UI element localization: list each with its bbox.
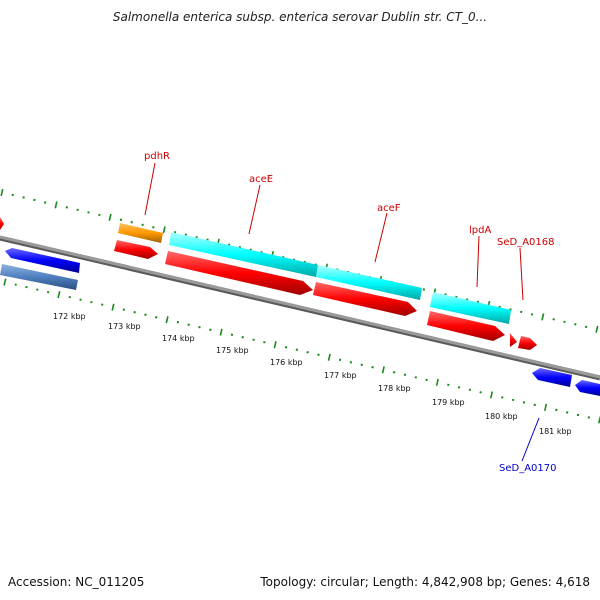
cds-aceE-operon[interactable] [169,232,318,277]
major-tick [54,201,58,209]
scale-label: 174 kbp [162,334,195,343]
major-tick [381,366,385,374]
minor-tick [11,193,14,197]
scale-label: 180 kbp [485,412,518,421]
cds-reverse-right[interactable] [575,380,600,396]
minor-tick [552,318,555,321]
major-tick [595,325,599,333]
leader-lpdA [476,235,480,288]
cds-SeD_A0168[interactable] [518,336,537,350]
minor-tick [295,348,299,351]
feature-track [0,217,600,396]
leader-aceE [248,184,261,235]
minor-tick [144,313,147,316]
minor-tick [209,328,212,331]
minor-tick [392,371,396,374]
major-tick [0,188,4,197]
minor-tick [555,408,558,412]
cds-aceF[interactable] [313,282,417,316]
backbone [0,235,600,379]
minor-tick [230,333,234,336]
scale-label: 177 kbp [324,371,357,380]
scale-label: 172 kbp [53,312,86,321]
cds-forward-left-edge[interactable] [0,217,4,230]
major-tick [327,353,331,361]
cds-pdhR[interactable] [118,223,163,243]
minor-tick [468,388,472,392]
cds-aceE[interactable] [165,251,313,295]
major-tick [544,403,548,411]
map-title: Salmonella enterica subsp. enterica sero… [112,10,488,24]
scale-labels: 172 kbp 173 kbp 174 kbp 175 kbp 176 kbp … [53,312,572,436]
minor-tick [119,218,123,222]
scale-label: 178 kbp [378,384,411,393]
major-tick [219,328,223,336]
scale-label: 173 kbp [108,322,141,331]
cds-lpdA-operon[interactable] [430,292,511,324]
minor-tick [241,336,244,339]
cds-SeD_A0170[interactable] [532,368,572,387]
leader-SeD_A0170 [521,417,540,462]
minor-tick [130,221,133,224]
minor-tick [457,386,461,389]
minor-tick [76,208,79,212]
major-tick [111,303,115,311]
major-tick [435,378,439,386]
label-leaders [144,162,540,462]
cds-reverse-left[interactable] [5,248,80,273]
minor-tick [284,346,288,349]
minor-tick [447,383,450,387]
minor-tick [563,320,566,324]
genome-stats-text: Topology: circular; Length: 4,842,908 bp… [260,575,590,589]
minor-tick [522,401,526,404]
minor-tick [133,310,136,314]
minor-tick [371,366,374,369]
major-tick [165,316,169,324]
leader-SeD_A0168 [519,247,524,301]
leader-pdhR [144,162,156,216]
scale-label: 176 kbp [270,358,303,367]
leader-aceF [374,212,388,263]
cds-reverse-left-lower[interactable] [0,264,78,290]
major-tick [57,291,61,299]
minor-tick [422,288,426,291]
accession-text: Accession: NC_011205 [8,575,145,589]
scale-label: 175 kbp [216,346,249,355]
major-tick [3,278,7,286]
cds-lpdA[interactable] [427,311,505,341]
lower-scale-track [3,278,600,424]
minor-tick [46,290,50,294]
minor-tick [155,315,158,319]
minor-tick [306,351,309,354]
minor-tick [479,391,482,394]
label-aceF[interactable]: aceF [377,203,401,214]
label-SeD_A0168[interactable]: SeD_A0168 [497,237,555,248]
cds-aceF-operon[interactable] [316,265,422,300]
cds-forward-small[interactable] [510,333,517,347]
label-pdhR[interactable]: pdhR [144,151,170,162]
label-SeD_A0170[interactable]: SeD_A0170 [499,463,557,474]
major-tick [108,213,112,221]
scale-label: 181 kbp [539,427,572,436]
minor-tick [79,298,82,301]
label-lpdA[interactable]: lpdA [469,225,491,236]
major-tick [162,226,166,234]
cds-forward-pdhR-lower[interactable] [114,240,158,259]
gene-labels: pdhR aceE aceF lpdA SeD_A0168 SeD_A0170 [144,151,557,474]
minor-tick [65,206,69,209]
minor-tick [68,295,71,299]
scale-label: 179 kbp [432,398,465,407]
major-tick [273,341,277,349]
major-tick [541,313,545,321]
minor-tick [533,403,536,407]
major-tick [489,391,494,399]
label-aceE[interactable]: aceE [249,174,273,185]
minor-tick [317,353,320,357]
minor-tick [403,373,407,377]
